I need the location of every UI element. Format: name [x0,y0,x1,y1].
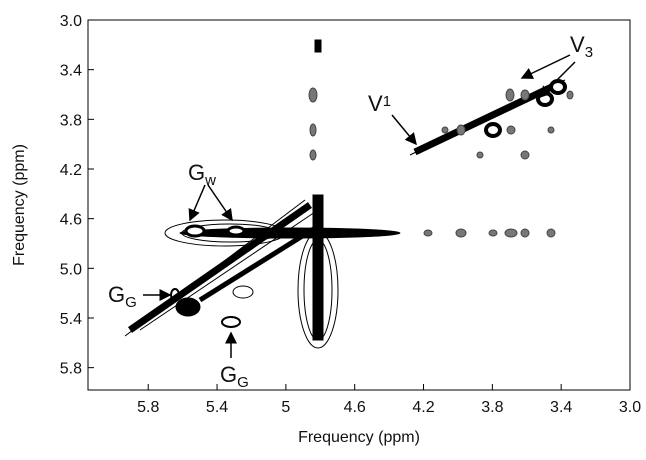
annotation: GG [108,282,137,311]
x-tick-label: 5 [281,399,290,416]
x-tick-label: 5.4 [206,399,228,416]
x-tick-label: 4.6 [344,399,366,416]
y-tick-label: 3.8 [60,112,82,129]
x-tick-label: 3.4 [550,399,572,416]
contours [124,39,574,349]
y-tick-label: 3.0 [60,13,82,30]
x-tick-label: 4.2 [412,399,434,416]
plot-frame [87,19,631,391]
annotation: V3 [570,32,593,61]
x-axis-label: Frequency (ppm) [298,429,420,446]
annotation: Gw [188,160,216,189]
y-tick-label: 5.8 [60,361,82,378]
annotation: GG [220,362,249,391]
y-axis-label: Frequency (ppm) [11,144,28,266]
x-tick-label: 3.0 [619,399,641,416]
y-tick-label: 5.4 [60,311,82,328]
y-tick-label: 3.4 [60,63,82,80]
annotation: V1 [368,91,391,116]
x-tick-label: 5.8 [137,399,159,416]
annotations [143,54,576,358]
y-tick-label: 4.2 [60,162,82,179]
x-tick-label: 3.8 [481,399,503,416]
y-tick-label: 4.6 [60,212,82,229]
y-tick-label: 5.0 [60,261,82,278]
